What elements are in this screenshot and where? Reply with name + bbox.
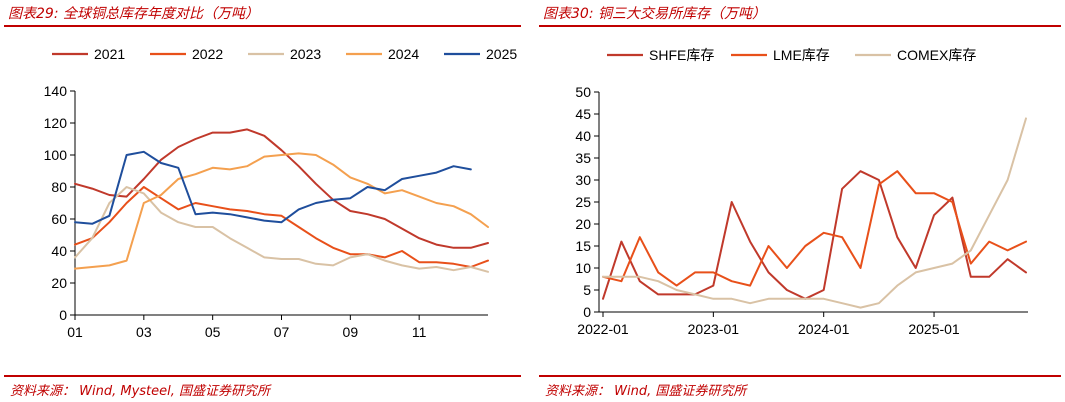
x-tick-label-0: 01 [67,324,83,340]
series-line-2022 [74,186,489,268]
legend-label-4: 2025 [486,46,517,62]
y-tick-label-8: 40 [575,128,591,144]
y-tick-label-3: 60 [51,211,67,227]
series-line-2021 [74,128,489,249]
legend-item-0: SHFE库存 [607,47,714,63]
right-top-rule [539,25,1061,27]
x-tick-label-1: 03 [136,324,152,340]
y-tick-label-6: 120 [44,115,68,131]
right-chart-source: 资料来源： Wind, 国盛证券研究所 [545,384,747,399]
y-tick-label-6: 30 [575,172,591,188]
legend-label-2: 2023 [290,46,321,62]
y-tick-label-0: 0 [59,307,67,323]
y-tick-label-4: 20 [575,216,591,232]
y-tick-label-7: 140 [44,83,68,99]
y-tick-label-4: 80 [51,179,67,195]
right-chart-caption: 图表30: 铜三大交易所库存（万吨） [543,6,766,22]
legend-item-2: 2023 [248,46,321,62]
legend-item-2: COMEX库存 [855,47,976,63]
legend-item-3: 2024 [346,46,419,62]
y-tick-label-10: 50 [575,84,591,100]
y-tick-label-1: 20 [51,275,67,291]
y-tick-label-5: 25 [575,194,591,210]
series-line-LME库存 [602,170,1027,287]
y-tick-label-7: 35 [575,150,591,166]
legend-item-1: LME库存 [731,47,830,63]
series-line-2024 [74,152,489,270]
right-chart-panel: 图表30: 铜三大交易所库存（万吨） SHFE库存 LME库存 COMEX库存 0 5 1… [535,0,1065,402]
x-tick-label-3: 2025-01 [908,321,960,337]
right-bottom-rule [539,375,1061,377]
y-tick-label-2: 10 [575,260,591,276]
x-tick-label-5: 11 [412,324,427,340]
series-line-COMEX库存 [602,117,1027,309]
legend-label-0: SHFE库存 [649,47,714,63]
y-tick-label-5: 100 [44,147,68,163]
y-tick-label-9: 45 [575,106,591,122]
legend-label-0: 2021 [94,46,125,62]
x-tick-label-0: 2022-01 [577,321,629,337]
legend-label-1: LME库存 [773,47,830,63]
x-tick-label-2: 2024-01 [798,321,850,337]
x-tick-label-3: 07 [274,324,290,340]
left-chart-caption: 图表29: 全球铜总库存年度对比（万吨） [8,6,259,22]
x-tick-label-1: 2023-01 [688,321,740,337]
y-tick-label-0: 0 [583,304,591,320]
y-tick-label-1: 5 [583,282,591,298]
right-chart-svg: SHFE库存 LME库存 COMEX库存 0 5 10 15 20 25 30 35 40 45 50 20… [575,47,1028,337]
y-tick-label-2: 40 [51,243,67,259]
legend-label-3: 2024 [388,46,419,62]
left-chart-panel: 图表29: 全球铜总库存年度对比（万吨） 2021 2022 2023 2024 202… [0,0,525,402]
legend-label-1: 2022 [192,46,223,62]
left-top-rule [4,25,521,27]
series-line-2023 [74,186,489,273]
legend-item-0: 2021 [52,46,125,62]
left-chart-svg: 2021 2022 2023 2024 2025 0 20 40 60 80 100 120 140 01… [44,46,518,340]
x-tick-label-2: 05 [205,324,221,340]
series-line-2025 [74,150,472,225]
y-tick-label-3: 15 [575,238,591,254]
legend-item-1: 2022 [150,46,223,62]
legend-item-4: 2025 [444,46,517,62]
x-tick-label-4: 09 [343,324,359,340]
left-bottom-rule [4,375,521,377]
legend-label-2: COMEX库存 [897,47,976,63]
left-chart-source: 资料来源： Wind, Mysteel, 国盛证券研究所 [10,384,271,399]
